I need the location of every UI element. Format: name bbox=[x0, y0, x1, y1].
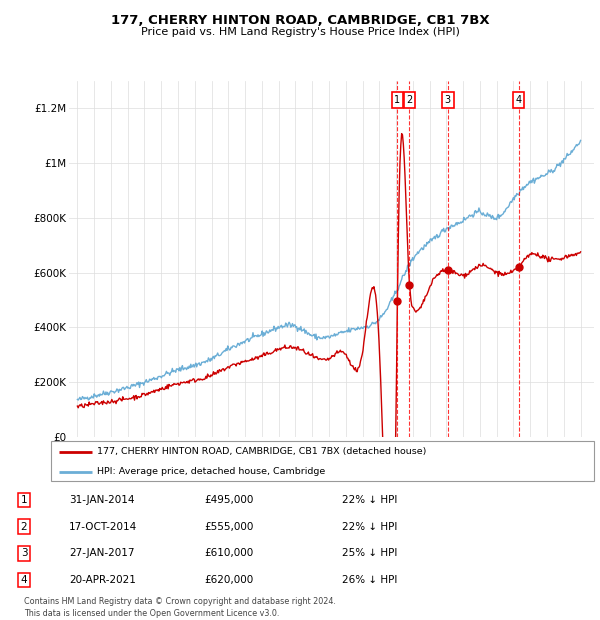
Text: 27-JAN-2017: 27-JAN-2017 bbox=[69, 548, 134, 559]
Text: £495,000: £495,000 bbox=[204, 495, 253, 505]
Text: Price paid vs. HM Land Registry's House Price Index (HPI): Price paid vs. HM Land Registry's House … bbox=[140, 27, 460, 37]
Text: 17-OCT-2014: 17-OCT-2014 bbox=[69, 521, 137, 532]
Text: 2: 2 bbox=[406, 95, 413, 105]
Text: 31-JAN-2014: 31-JAN-2014 bbox=[69, 495, 134, 505]
Text: 4: 4 bbox=[20, 575, 28, 585]
Text: 3: 3 bbox=[20, 548, 28, 559]
Text: Contains HM Land Registry data © Crown copyright and database right 2024.
This d: Contains HM Land Registry data © Crown c… bbox=[24, 596, 336, 618]
Text: 3: 3 bbox=[445, 95, 451, 105]
Text: £610,000: £610,000 bbox=[204, 548, 253, 559]
Text: 20-APR-2021: 20-APR-2021 bbox=[69, 575, 136, 585]
Text: 177, CHERRY HINTON ROAD, CAMBRIDGE, CB1 7BX (detached house): 177, CHERRY HINTON ROAD, CAMBRIDGE, CB1 … bbox=[97, 448, 427, 456]
Text: 177, CHERRY HINTON ROAD, CAMBRIDGE, CB1 7BX: 177, CHERRY HINTON ROAD, CAMBRIDGE, CB1 … bbox=[110, 14, 490, 27]
Text: 1: 1 bbox=[20, 495, 28, 505]
Text: 1: 1 bbox=[394, 95, 400, 105]
Text: £620,000: £620,000 bbox=[204, 575, 253, 585]
Text: £555,000: £555,000 bbox=[204, 521, 253, 532]
Text: 4: 4 bbox=[515, 95, 521, 105]
Text: 22% ↓ HPI: 22% ↓ HPI bbox=[342, 521, 397, 532]
Text: HPI: Average price, detached house, Cambridge: HPI: Average price, detached house, Camb… bbox=[97, 467, 325, 476]
Text: 25% ↓ HPI: 25% ↓ HPI bbox=[342, 548, 397, 559]
Text: 22% ↓ HPI: 22% ↓ HPI bbox=[342, 495, 397, 505]
Text: 2: 2 bbox=[20, 521, 28, 532]
Text: 26% ↓ HPI: 26% ↓ HPI bbox=[342, 575, 397, 585]
